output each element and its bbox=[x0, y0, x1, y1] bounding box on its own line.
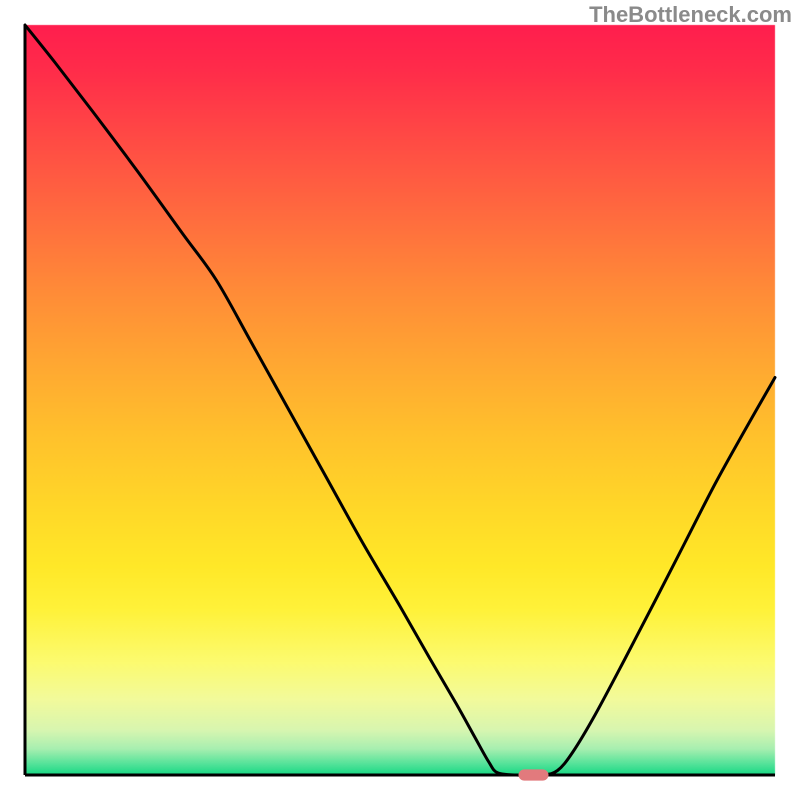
axes bbox=[25, 25, 775, 775]
bottleneck-curve bbox=[25, 25, 775, 775]
optimal-marker bbox=[519, 769, 549, 780]
chart-overlay bbox=[0, 0, 800, 800]
bottleneck-chart: TheBottleneck.com bbox=[0, 0, 800, 800]
